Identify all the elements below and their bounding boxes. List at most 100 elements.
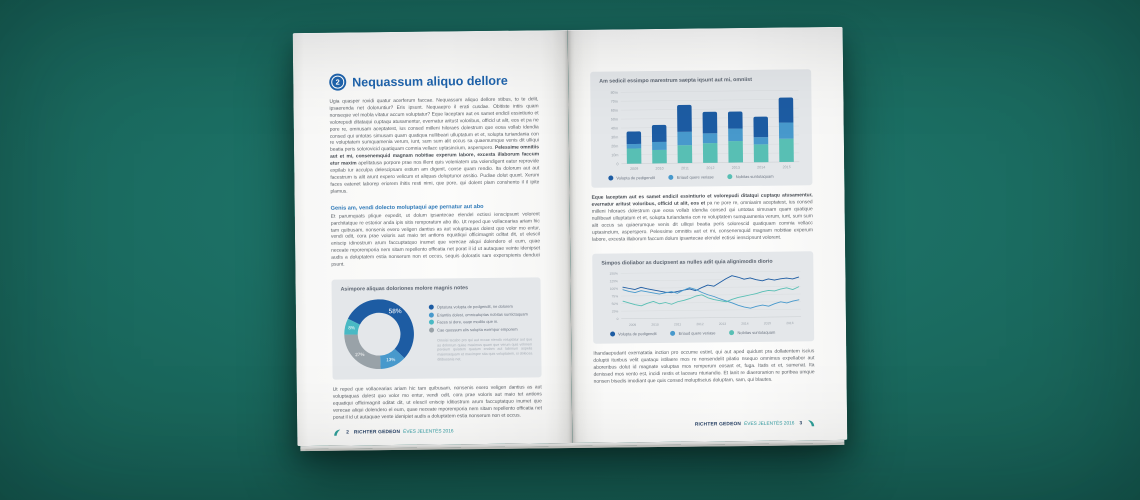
legend-item: Eriaud quere veriase <box>670 330 716 337</box>
page-title: Nequassum aliquo dellore <box>352 73 508 89</box>
bar-segment <box>702 111 718 134</box>
svg-text:2013: 2013 <box>732 166 740 170</box>
bar-segment <box>753 116 769 138</box>
legend-label: Volupta de pedigendit <box>618 331 657 337</box>
svg-text:0: 0 <box>616 162 618 166</box>
page-number: 2 <box>346 430 349 436</box>
footer-subtitle: ÉVES JELENTÉS 2016 <box>403 429 454 435</box>
body-paragraph: Ut reped que vollacearias ariam hic tam … <box>332 385 542 421</box>
svg-text:2015: 2015 <box>783 165 791 169</box>
svg-text:100%: 100% <box>610 287 618 291</box>
subsection-heading: Genis am, vendi dolecto moluptaqui ape p… <box>330 203 484 212</box>
svg-text:2011: 2011 <box>681 166 689 170</box>
section-number-badge-icon: 2 <box>329 73 347 91</box>
richter-logo-icon <box>333 429 341 437</box>
svg-text:2011: 2011 <box>674 323 681 327</box>
legend-item: Eriantiis dolest, omnicatuptas nobitas s… <box>428 311 532 318</box>
legend-dot-icon <box>428 304 434 311</box>
svg-text:2009: 2009 <box>630 167 638 171</box>
bar-segment <box>753 137 769 145</box>
legend-item: Nobitas suntotaquam <box>729 330 775 336</box>
svg-text:2013: 2013 <box>719 322 726 326</box>
legend-dot-icon <box>608 175 614 181</box>
legend-label: Optatura volupta de pedgendit, ne dolore… <box>436 304 513 310</box>
svg-text:25%: 25% <box>612 310 619 314</box>
legend-item: Cae quossum elis solupta exempor emporem <box>429 326 532 333</box>
svg-text:150%: 150% <box>610 272 618 276</box>
lead-paragraph: Eque laceptam aut es samet endicil essin… <box>592 193 814 244</box>
bar-segment <box>753 144 769 163</box>
donut-chart-row: 58% 13% 27% 8% Optatura volupta de pedgendi… <box>341 294 533 372</box>
svg-text:20m: 20m <box>611 144 618 148</box>
body-paragraph: Ihandaepudant exernatatia inction pro oc… <box>593 349 815 385</box>
legend-label: Nobitas suntotaquam <box>737 330 776 336</box>
svg-text:50%: 50% <box>612 302 619 306</box>
svg-text:2010: 2010 <box>656 167 664 171</box>
line-chart: 0 25% 50% 75% 100% 125% 150% 2009 2010 2011 2012 20… <box>610 271 802 327</box>
intro-paragraph: Ugia quasper rovidi quatur acerferum fac… <box>329 97 539 196</box>
bar-segment <box>652 141 667 151</box>
svg-text:80m: 80m <box>611 91 618 95</box>
legend-dot-icon <box>610 331 616 337</box>
chart-title: Simpos dioliabor as ducipsent as nulles … <box>601 259 773 268</box>
legend-item: Volupta de pedigendit <box>608 175 655 181</box>
svg-text:40m: 40m <box>611 126 618 130</box>
line-series <box>622 287 800 310</box>
footer-brand: RICHTER GEDEON <box>353 429 401 436</box>
bar-segment <box>626 131 642 145</box>
svg-text:50m: 50m <box>611 117 618 121</box>
page-footer-left: 2 RICHTER GEDEON ÉVES JELENTÉS 2016 <box>333 427 542 437</box>
bar-segment <box>728 128 743 142</box>
bar-segment <box>778 122 794 139</box>
donut-chart: 58% 13% 27% 8% <box>344 299 414 369</box>
legend-label: Eriaud quere veriase <box>676 174 714 180</box>
bar-chart-box: Am sedicil essimpo marestrum saepta iqsu… <box>590 69 813 188</box>
bar-segment <box>626 143 642 149</box>
donut-slice <box>347 299 414 359</box>
bar-segment <box>728 140 744 163</box>
donut-slice <box>380 348 405 369</box>
line-chart-box: Simpos dioliabor as ducipsent as nulles … <box>592 251 815 345</box>
section-number: 2 <box>331 75 345 89</box>
bar-segment <box>702 133 718 144</box>
paragraph-text: apelitatusa porpore prae nos illent quis… <box>330 159 540 195</box>
legend-dot-icon <box>729 330 735 336</box>
legend-label: Nobitas suntotaquam <box>735 173 774 180</box>
chart-title: Asimpore aliquas doloriones molore magni… <box>340 285 469 293</box>
svg-text:75%: 75% <box>612 295 619 299</box>
bar-chart: 0 10m 20m 30m 40m 50m 60m 70m 80m 2009 2010 2011 201… <box>611 90 800 171</box>
chart-legend: Volupta de pedigendit Eriaud quere verias… <box>600 173 803 181</box>
svg-text:13%: 13% <box>386 357 395 362</box>
donut-slice <box>344 318 360 335</box>
legend-item: Eriaud quere veriase <box>668 174 714 180</box>
svg-text:2014: 2014 <box>757 165 765 169</box>
svg-text:2016: 2016 <box>786 321 793 325</box>
right-page: Am sedicil essimpo marestrum saepta iqsu… <box>567 26 848 443</box>
svg-text:0: 0 <box>617 317 619 321</box>
chart-legend: Optatura volupta de pedgendit, ne dolore… <box>428 304 532 333</box>
svg-text:2014: 2014 <box>741 322 748 326</box>
line-series <box>622 286 800 307</box>
svg-text:2010: 2010 <box>651 323 658 327</box>
legend-item: Nobitas suntotaquam <box>727 173 774 180</box>
legend-dot-icon <box>668 174 674 180</box>
legend-dot-icon <box>429 327 435 333</box>
svg-text:2009: 2009 <box>629 323 636 327</box>
legend-label: Volupta de pedigendit <box>616 175 655 181</box>
svg-text:70m: 70m <box>611 100 618 104</box>
page-number: 3 <box>799 420 803 426</box>
legend-label: Eriaud quere veriase <box>678 330 716 337</box>
svg-text:125%: 125% <box>610 280 618 284</box>
legend-label: Faces si dere, eaqe modito que in. <box>436 319 499 325</box>
chart-title: Am sedicil essimpo marestrum saepta iqsu… <box>599 76 753 85</box>
svg-text:2015: 2015 <box>764 322 771 326</box>
svg-text:30m: 30m <box>611 135 618 139</box>
body-paragraph: Et parumquats plique expedit, ut dolum i… <box>330 212 541 268</box>
bar-segment <box>677 145 693 164</box>
svg-text:60m: 60m <box>611 109 618 113</box>
svg-text:2012: 2012 <box>706 166 714 170</box>
donut-legend-column: Optatura volupta de pedgendit, ne dolore… <box>428 304 533 362</box>
legend-dot-icon <box>428 319 434 326</box>
bar-segment <box>626 148 642 164</box>
